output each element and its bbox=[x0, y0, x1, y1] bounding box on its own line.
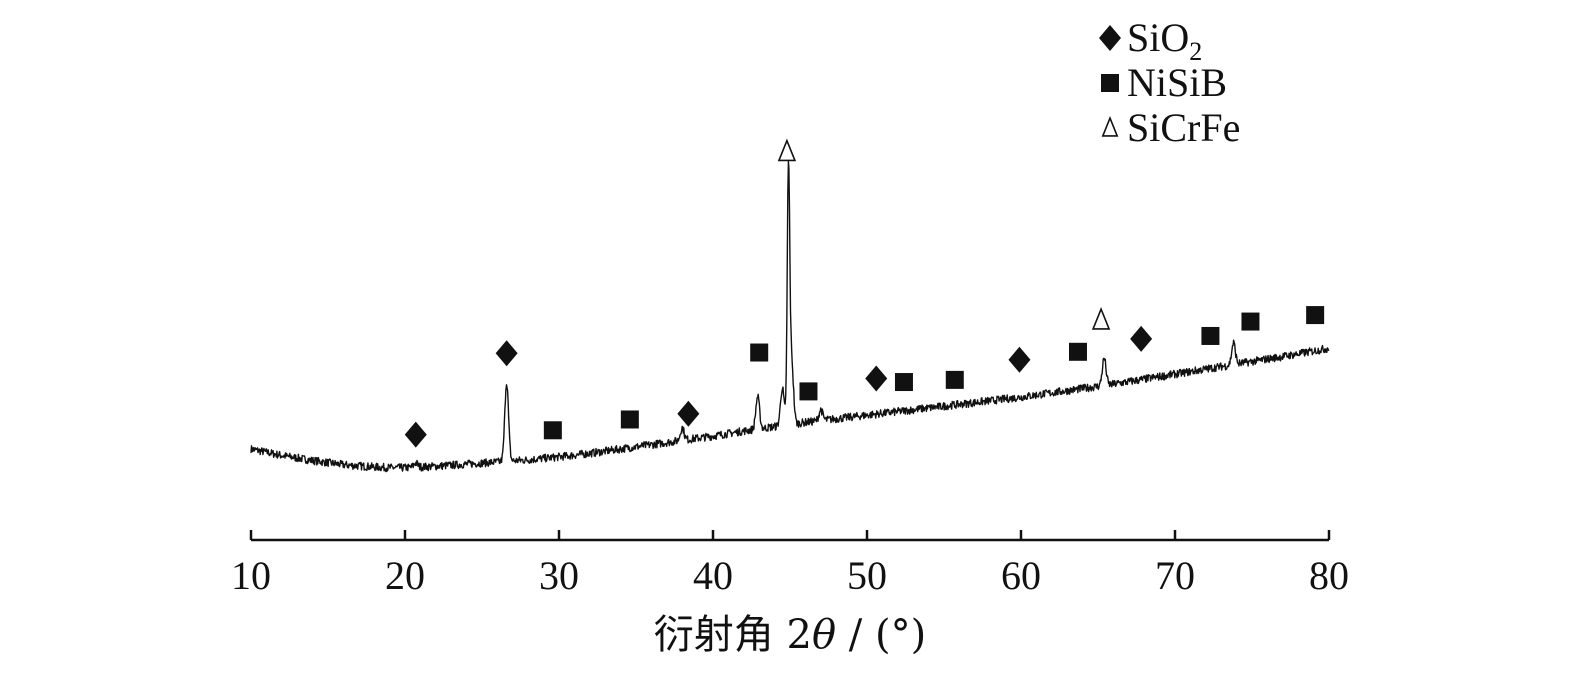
legend-label-0: SiO2 bbox=[1127, 15, 1202, 66]
legend-marker-diamond bbox=[1099, 25, 1121, 51]
x-tick-label-30: 30 bbox=[539, 553, 579, 598]
phase-marker-square-8 bbox=[750, 343, 769, 362]
phase-marker-diamond-3 bbox=[865, 365, 888, 392]
phase-marker-square-11 bbox=[945, 370, 964, 389]
legend-label-1: NiSiB bbox=[1127, 60, 1227, 105]
x-tick-label-60: 60 bbox=[1001, 553, 1041, 598]
phase-marker-diamond-0 bbox=[404, 421, 427, 448]
x-tick-label-20: 20 bbox=[385, 553, 425, 598]
phase-marker-square-9 bbox=[799, 382, 818, 401]
x-axis-title: 衍射角 2θ / (°) bbox=[654, 612, 926, 658]
x-tick-label-10: 10 bbox=[231, 553, 271, 598]
phase-marker-diamond-5 bbox=[1130, 325, 1153, 352]
x-axis: 10 20 30 40 50 60 70 80 bbox=[231, 530, 1349, 598]
legend-label-2: SiCrFe bbox=[1127, 105, 1240, 150]
phase-marker-diamond-4 bbox=[1008, 346, 1031, 373]
phase-marker-square-13 bbox=[1201, 326, 1220, 345]
x-tick-label-70: 70 bbox=[1155, 553, 1195, 598]
phase-marker-square-15 bbox=[1306, 306, 1325, 325]
series-layer bbox=[250, 160, 1330, 473]
x-tick-label-40: 40 bbox=[693, 553, 733, 598]
phase-marker-diamond-1 bbox=[495, 340, 518, 367]
legend-marker-triangle-open bbox=[1101, 115, 1119, 137]
series-line-0 bbox=[250, 160, 1330, 473]
phase-marker-square-10 bbox=[894, 373, 913, 392]
phase-marker-triangle-open-17 bbox=[1091, 306, 1111, 330]
phase-marker-square-6 bbox=[543, 421, 562, 440]
phase-marker-triangle-open-16 bbox=[777, 138, 797, 162]
marker-layer bbox=[404, 138, 1325, 448]
x-tick-label-80: 80 bbox=[1309, 553, 1349, 598]
phase-marker-square-14 bbox=[1241, 312, 1260, 331]
phase-marker-diamond-2 bbox=[677, 400, 700, 427]
x-tick-label-50: 50 bbox=[847, 553, 887, 598]
legend-marker-square bbox=[1101, 74, 1119, 92]
phase-marker-square-7 bbox=[620, 410, 639, 429]
phase-marker-square-12 bbox=[1068, 342, 1087, 361]
